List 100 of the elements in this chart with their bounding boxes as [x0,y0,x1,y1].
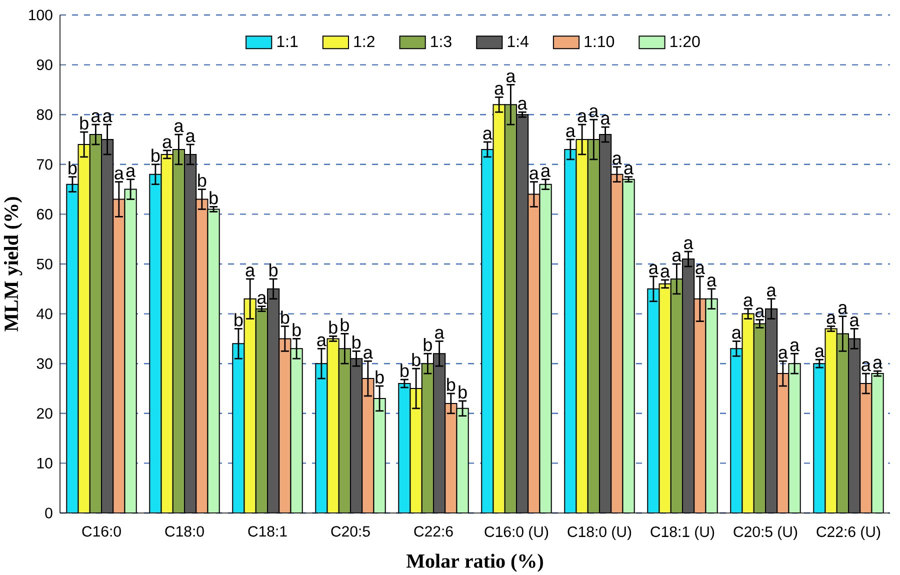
data-label: a [601,114,610,125]
data-label: a [114,170,124,180]
legend-label: 1:20 [670,36,700,48]
data-label: a [541,167,551,177]
data-label: a [518,100,528,110]
bar [267,288,280,514]
data-label: a [838,304,848,314]
data-label: a [790,341,800,352]
data-label: b [412,352,420,366]
data-label: a [317,336,326,346]
bar [481,148,494,514]
y-tick-label: 90 [36,59,52,70]
x-tick-label: C16:0 (U) [484,526,548,540]
data-label: b [400,364,409,378]
bar [184,154,197,514]
legend-label: 1:10 [584,36,614,48]
data-label: b [152,148,160,162]
data-label: a [126,167,136,177]
bar [160,154,174,514]
data-label: a [589,107,599,118]
bar [244,298,256,514]
data-label: a [91,112,101,122]
bar [824,328,838,514]
bar [172,148,186,514]
data-label: a [696,264,705,274]
data-label: a [506,72,516,82]
data-label: a [246,266,256,277]
data-label: b [340,318,349,332]
bar [315,363,328,514]
data-label: a [364,348,373,359]
data-label: b [281,310,290,324]
x-tick-label: C22:6 [414,526,453,537]
bar [658,283,672,514]
data-label: a [767,286,776,296]
x-tick-label: C20:5 (U) [734,526,798,540]
data-label: b [68,161,77,174]
bar [338,348,351,514]
data-label: b [269,263,278,277]
x-tick-label: C20:5 [331,526,370,537]
bar [622,178,635,514]
bar [682,258,695,514]
bar [598,134,612,514]
bar [89,134,102,514]
data-label: a [257,294,267,304]
data-label: a [778,348,788,359]
data-label: a [435,328,444,339]
bar [149,174,162,514]
bar [564,148,577,514]
data-label: a [815,347,824,358]
data-label: a [732,328,742,339]
bar [66,184,79,514]
data-label: b [329,320,338,334]
bar [742,313,754,514]
data-label: b [210,191,218,204]
data-label: a [862,361,871,372]
legend-label: 1:3 [431,36,452,48]
bar [326,338,340,514]
data-label: a [186,132,196,142]
data-label: a [494,84,504,95]
x-axis-title: Molar ratio (%) [406,554,543,572]
bar [410,388,422,514]
legend-label: 1:1 [277,36,298,47]
y-tick-label: 100 [29,10,52,20]
data-label: b [198,174,206,187]
data-label: a [612,154,622,165]
x-tick-label: C18:0 [165,526,204,537]
data-label: a [624,164,634,174]
bar [504,104,517,514]
bar [764,308,778,514]
y-tick-label: 40 [36,308,52,320]
x-tick-label: C18:1 (U) [650,526,714,540]
bar [871,373,884,514]
x-tick-label: C16:0 [82,526,121,537]
bar [670,278,683,514]
data-label: a [826,314,836,324]
y-tick-label: 10 [37,458,52,469]
bar [753,323,766,514]
data-label: a [660,268,670,278]
x-tick-label: C18:1 [248,526,287,537]
bar [124,188,137,514]
bar [101,139,114,514]
bar [232,343,245,514]
data-label: b [352,336,361,349]
y-tick-label: 0 [45,508,52,518]
bar [730,348,743,514]
bar [836,333,849,514]
bar [576,139,588,514]
bar [587,139,600,514]
x-tick-label: C18:0 (U) [568,526,632,540]
data-label: a [850,316,860,326]
legend-label: 1:4 [508,36,528,47]
bar [813,363,826,514]
bar [492,104,506,514]
y-tick-label: 60 [37,208,52,220]
data-label: a [103,112,112,122]
data-label: a [174,122,184,132]
bar [647,288,660,514]
data-label: a [744,296,754,306]
bar [421,363,434,514]
data-label: a [162,138,172,148]
